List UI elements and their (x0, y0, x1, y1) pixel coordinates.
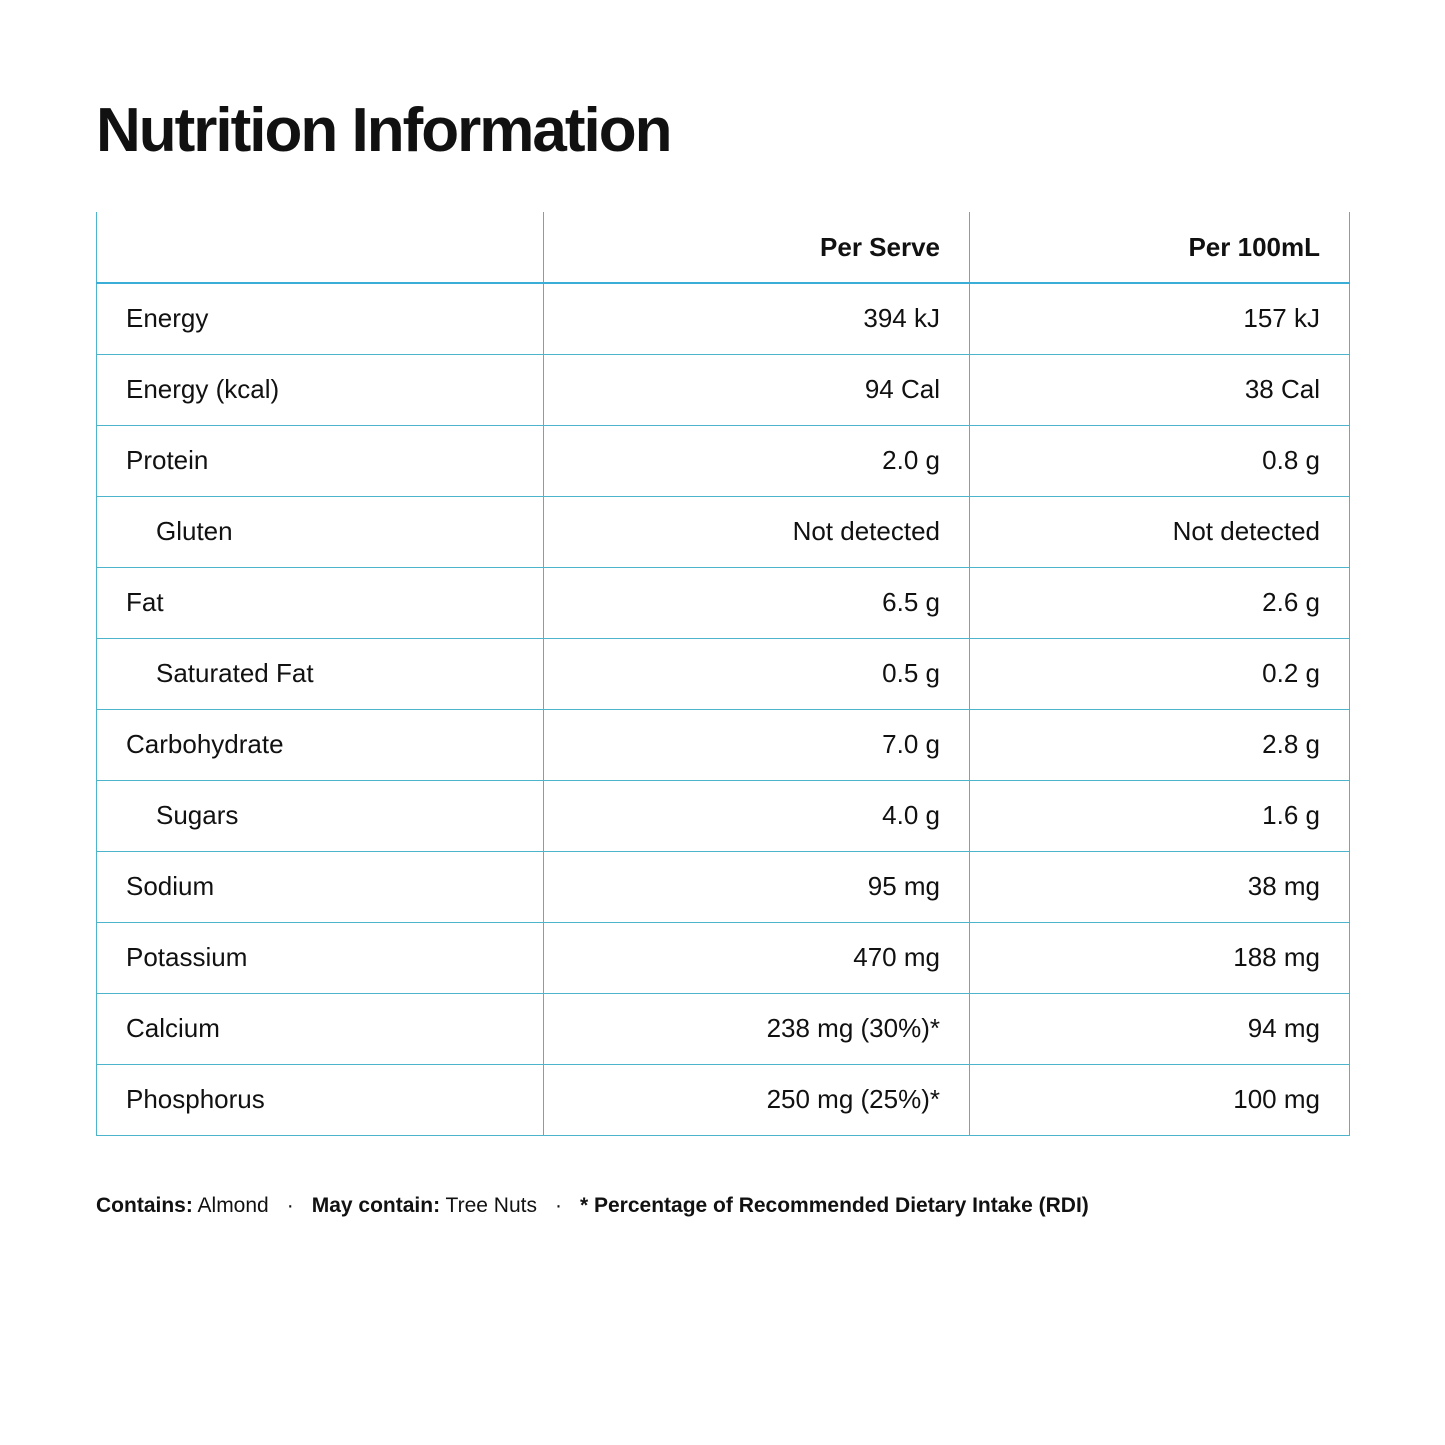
rdi-note: * Percentage of Recommended Dietary Inta… (579, 1194, 1089, 1217)
header-row: Per Serve Per 100mL (96, 212, 1350, 284)
nutrient-value: 0.5 g (543, 637, 970, 710)
nutrient-value: Not detected (543, 495, 970, 568)
table-row: Phosphorus 250 mg (25%)* 100 mg (96, 1063, 1350, 1136)
header-cell: Per 100mL (969, 212, 1350, 284)
header-cell: Per Serve (543, 212, 970, 284)
header-cell (96, 212, 544, 284)
nutrient-label: Potassium (96, 921, 544, 994)
separator: · (554, 1194, 562, 1217)
nutrient-value: 94 mg (969, 992, 1350, 1065)
nutrient-value: 2.6 g (969, 566, 1350, 639)
nutrient-value: 238 mg (30%)* (543, 992, 970, 1065)
nutrient-value: 250 mg (25%)* (543, 1063, 970, 1136)
nutrient-value: 1.6 g (969, 779, 1350, 852)
nutrient-label: Carbohydrate (96, 708, 544, 781)
table-row: Gluten Not detected Not detected (96, 495, 1350, 568)
separator: · (286, 1194, 294, 1217)
nutrient-value: 2.8 g (969, 708, 1350, 781)
nutrient-value: 95 mg (543, 850, 970, 923)
nutrient-value: 6.5 g (543, 566, 970, 639)
nutrient-value: 4.0 g (543, 779, 970, 852)
contains-value: Almond (197, 1194, 269, 1217)
table-row: Energy (kcal) 94 Cal 38 Cal (96, 353, 1350, 426)
nutrient-label: Fat (96, 566, 544, 639)
nutrient-label: Energy (kcal) (96, 353, 544, 426)
table-row: Energy 394 kJ 157 kJ (96, 282, 1350, 355)
nutrient-label: Energy (96, 282, 544, 355)
table-row: Sugars 4.0 g 1.6 g (96, 779, 1350, 852)
nutrient-value: 94 Cal (543, 353, 970, 426)
nutrient-value: 470 mg (543, 921, 970, 994)
nutrient-label: Saturated Fat (96, 637, 544, 710)
nutrient-label: Protein (96, 424, 544, 497)
nutrient-value: Not detected (969, 495, 1350, 568)
nutrient-value: 394 kJ (543, 282, 970, 355)
may-contain-label: May contain: (311, 1194, 441, 1217)
nutrient-value: 100 mg (969, 1063, 1350, 1136)
nutrition-table: Per Serve Per 100mL Energy 394 kJ 157 kJ En… (96, 212, 1350, 1136)
table-row: Potassium 470 mg 188 mg (96, 921, 1350, 994)
table-row: Fat 6.5 g 2.6 g (96, 566, 1350, 639)
table-row: Saturated Fat 0.5 g 0.2 g (96, 637, 1350, 710)
nutrient-value: 38 Cal (969, 353, 1350, 426)
table-row: Calcium 238 mg (30%)* 94 mg (96, 992, 1350, 1065)
contains-label: Contains: (96, 1194, 193, 1217)
table-row: Protein 2.0 g 0.8 g (96, 424, 1350, 497)
nutrient-value: 157 kJ (969, 282, 1350, 355)
nutrient-label: Phosphorus (96, 1063, 544, 1136)
title: Nutrition Information (96, 96, 672, 165)
nutrient-label: Gluten (96, 495, 544, 568)
table-body: Energy 394 kJ 157 kJ Energy (kcal) 94 Cal 38 … (96, 282, 1350, 1136)
nutrient-value: 7.0 g (543, 708, 970, 781)
nutrient-label: Sodium (96, 850, 544, 923)
nutrient-value: 38 mg (969, 850, 1350, 923)
may-contain-value: Tree Nuts (445, 1194, 537, 1217)
nutrient-value: 0.2 g (969, 637, 1350, 710)
nutrient-value: 0.8 g (969, 424, 1350, 497)
nutrient-value: 188 mg (969, 921, 1350, 994)
nutrient-label: Sugars (96, 779, 544, 852)
table-row: Sodium 95 mg 38 mg (96, 850, 1350, 923)
table-row: Carbohydrate 7.0 g 2.8 g (96, 708, 1350, 781)
nutrient-value: 2.0 g (543, 424, 970, 497)
nutrient-label: Calcium (96, 992, 544, 1065)
footer: Contains: Almond · May contain: Tree Nuts ·… (96, 1194, 1089, 1218)
